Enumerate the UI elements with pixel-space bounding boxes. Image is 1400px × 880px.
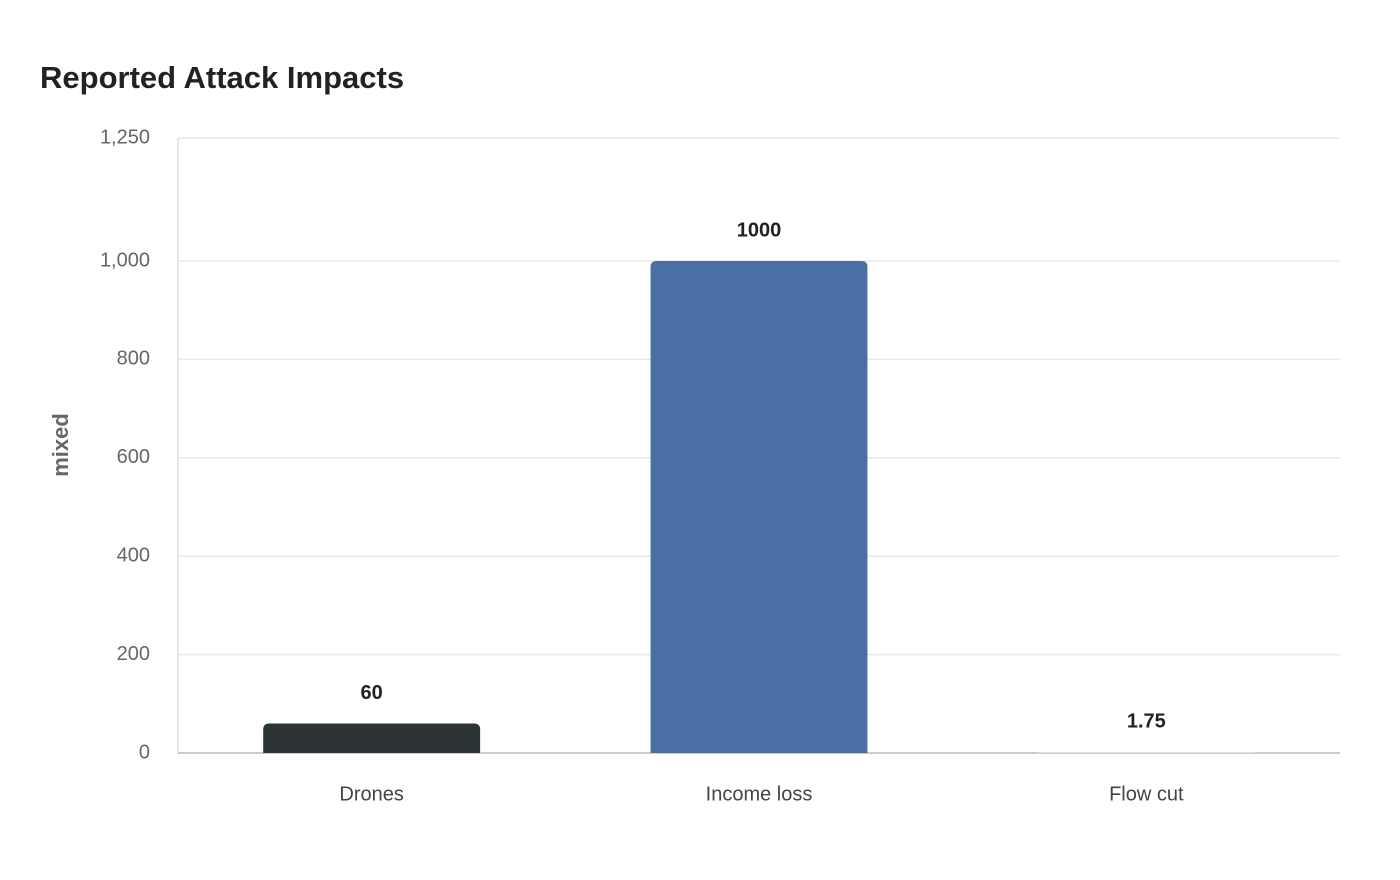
y-tick-label: 1,000 — [100, 249, 150, 271]
data-label: 60 — [361, 682, 383, 704]
bar — [263, 723, 481, 753]
data-label: 1000 — [737, 219, 782, 241]
y-tick-label: 1,250 — [100, 126, 150, 148]
y-tick-label: 800 — [117, 348, 150, 370]
data-label: 1.75 — [1127, 710, 1166, 732]
y-tick-label: 0 — [139, 741, 150, 763]
y-tick-label: 200 — [117, 643, 150, 665]
bar — [650, 261, 868, 753]
y-axis-label: mixed — [48, 413, 73, 477]
x-tick-label: Drones — [339, 783, 403, 805]
y-tick-label: 400 — [117, 544, 150, 566]
x-tick-label: Income loss — [706, 783, 813, 805]
x-tick-label: Flow cut — [1109, 783, 1184, 805]
y-tick-label: 600 — [117, 446, 150, 468]
bar — [1037, 752, 1255, 753]
chart-title: Reported Attack Impacts — [40, 60, 404, 95]
